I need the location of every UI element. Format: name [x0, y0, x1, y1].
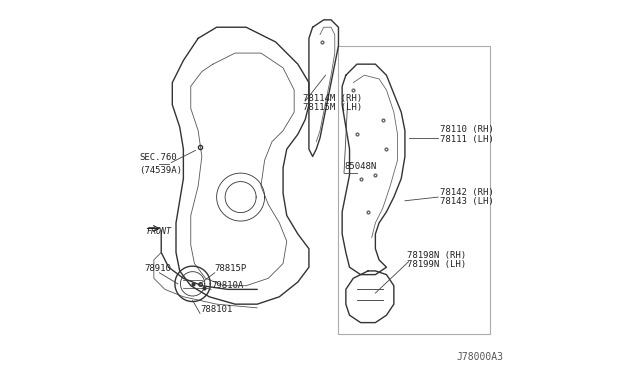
Text: 78142 (RH): 78142 (RH)	[440, 188, 493, 197]
Text: 788101: 788101	[200, 305, 232, 314]
Text: 78198N (RH): 78198N (RH)	[407, 251, 466, 260]
Text: 78114M (RH): 78114M (RH)	[303, 94, 362, 103]
Text: FRONT: FRONT	[147, 227, 172, 236]
Text: 78910: 78910	[145, 264, 172, 273]
Text: 78110 (RH): 78110 (RH)	[440, 125, 493, 134]
Text: J78000A3: J78000A3	[456, 352, 504, 362]
Text: SEC.760: SEC.760	[139, 153, 177, 162]
Text: 78199N (LH): 78199N (LH)	[407, 260, 466, 269]
Text: (74539A): (74539A)	[139, 166, 182, 175]
Text: 78815P: 78815P	[215, 264, 247, 273]
Text: 79810A: 79810A	[212, 281, 244, 290]
Text: 78115M (LH): 78115M (LH)	[303, 103, 362, 112]
Text: 78143 (LH): 78143 (LH)	[440, 198, 493, 206]
Text: 78111 (LH): 78111 (LH)	[440, 135, 493, 144]
Text: 85048N: 85048N	[344, 163, 376, 171]
